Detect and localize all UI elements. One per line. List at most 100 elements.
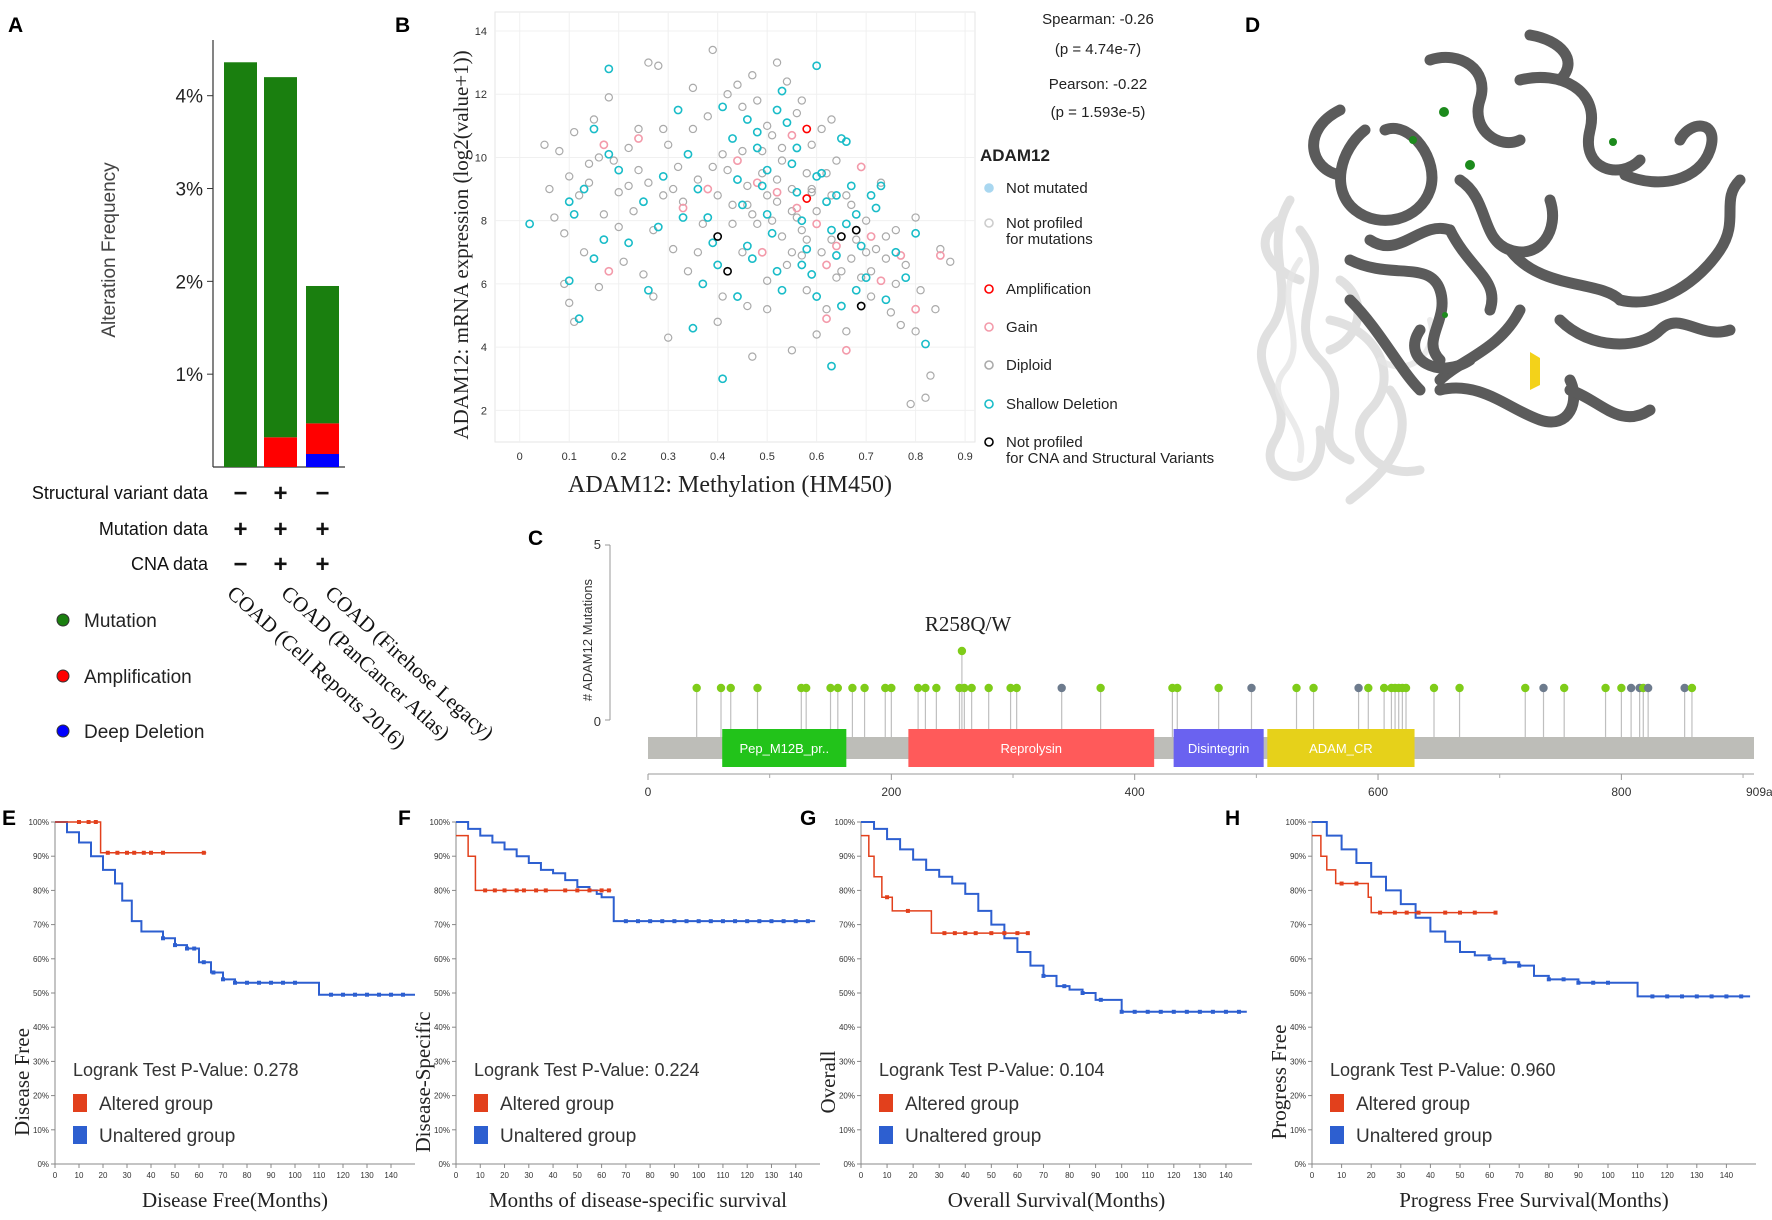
b-point-diploid	[936, 244, 945, 254]
c-lollipop-head	[1521, 683, 1530, 693]
b-point-shallow-deletion	[832, 190, 841, 200]
b-point-shallow-deletion	[742, 241, 752, 251]
b-point-diploid	[782, 77, 792, 86]
km-censor-mark	[105, 850, 110, 855]
b-point-not-profiled-cna	[851, 225, 861, 235]
km-censor-mark	[1680, 994, 1684, 999]
km-y-tick-label: 10%	[1290, 1126, 1306, 1135]
c-domain-label: Disintegrin	[1188, 741, 1249, 756]
b-point-shallow-deletion	[698, 279, 708, 289]
km-censor-mark	[201, 850, 206, 855]
km-y-tick-label: 100%	[29, 818, 49, 827]
panel-label-f: F	[398, 807, 411, 830]
b-point-shallow-deletion	[738, 200, 747, 210]
km-censor-mark	[563, 888, 568, 893]
b-point-diploid	[827, 235, 836, 244]
b-point-diploid	[718, 292, 727, 301]
km-y-tick-label: 0%	[37, 1160, 49, 1169]
b-point-diploid	[550, 213, 559, 222]
b-point-shallow-deletion	[624, 238, 634, 248]
km-x-tick-label: 40	[147, 1171, 156, 1180]
b-point-diploid	[629, 206, 638, 216]
km-x-tick-label: 40	[549, 1171, 558, 1180]
b-point-shallow-deletion	[733, 175, 742, 184]
protein-structure-image	[1256, 29, 1746, 505]
a-profile-row-label: Mutation data	[99, 519, 209, 539]
km-x-tick-label: 140	[384, 1171, 398, 1180]
km-x-tick-label: 80	[1544, 1171, 1553, 1180]
c-lollipop-head	[967, 683, 976, 693]
b-point-shallow-deletion	[787, 159, 797, 169]
km-censor-mark	[1665, 994, 1670, 999]
b-point-diploid	[797, 225, 807, 235]
b-point-diploid	[777, 232, 787, 241]
panel-b-scatter: 0 0.1 0.2 0.3 0.4 0.5 0.6 0.7 0.8 0.9 2 4 6 8 10 12 14 A…	[449, 11, 1214, 498]
b-point-shallow-deletion	[797, 260, 807, 270]
b-legend-label: Diploid	[1006, 357, 1052, 374]
km-censor-mark	[1546, 977, 1551, 982]
km-y-tick-label: 10%	[33, 1126, 49, 1135]
b-point-gain	[787, 130, 797, 140]
b-point-diploid	[560, 229, 569, 238]
km-legend-unaltered-swatch	[879, 1126, 893, 1144]
b-point-shallow-deletion	[752, 143, 762, 153]
b-point-diploid	[802, 286, 811, 295]
c-lollipop-head	[1680, 683, 1689, 693]
b-point-gain	[733, 156, 742, 166]
b-legend-label: Not mutated	[1006, 180, 1088, 197]
km-x-tick-label: 50	[987, 1171, 996, 1180]
km-censor-mark	[684, 919, 689, 924]
km-y-tick-label: 100%	[835, 818, 855, 827]
km-x-tick-label: 0	[859, 1171, 864, 1180]
b-point-diploid	[782, 260, 792, 270]
b-point-shallow-deletion	[752, 127, 762, 137]
b-point-shallow-deletion	[569, 209, 579, 219]
km-logrank: Logrank Test P-Value: 0.960	[1330, 1060, 1555, 1080]
b-point-shallow-deletion	[639, 197, 648, 207]
km-y-tick-label: 30%	[839, 1057, 855, 1066]
km-y-tick-label: 20%	[33, 1092, 49, 1101]
km-x-tick-label: 120	[1661, 1171, 1675, 1180]
km-x-tick-label: 110	[1141, 1171, 1154, 1180]
km-censor-mark	[1561, 977, 1566, 982]
km-censor-mark	[1171, 1009, 1176, 1014]
b-point-shallow-deletion	[861, 273, 871, 282]
b-point-diploid	[743, 301, 752, 311]
b-point-diploid	[748, 352, 757, 361]
km-x-tick-label: 120	[336, 1171, 350, 1180]
km-curve-unaltered	[861, 821, 1247, 1013]
b-point-diploid	[866, 267, 876, 276]
a-profile-mark: −	[233, 551, 247, 578]
km-censor-mark	[1502, 960, 1507, 965]
km-censor-mark	[211, 970, 216, 975]
km-legend-altered: Altered group	[905, 1094, 1019, 1115]
b-point-diploid	[787, 248, 797, 257]
b-point-diploid	[772, 58, 782, 67]
b-point-shallow-deletion	[782, 118, 792, 128]
km-censor-mark	[720, 919, 725, 924]
km-censor-mark	[521, 888, 526, 893]
km-y-tick-label: 30%	[33, 1057, 49, 1066]
b-point-gain	[703, 184, 713, 194]
a-y-tick-label: 3%	[176, 180, 204, 201]
b-point-shallow-deletion	[891, 247, 901, 257]
b-point-shallow-deletion	[703, 213, 713, 222]
b-point-diploid	[678, 197, 688, 206]
b-point-diploid	[827, 115, 836, 124]
b-point-diploid	[837, 267, 846, 276]
b-point-shallow-deletion	[718, 374, 728, 384]
c-lollipop-head	[1214, 683, 1223, 693]
b-point-shallow-deletion	[713, 260, 723, 270]
b-point-diploid	[847, 200, 856, 210]
km-y-tick-label: 60%	[33, 955, 49, 964]
b-point-diploid	[852, 235, 861, 244]
km-x-tick-label: 80	[646, 1171, 655, 1180]
km-censor-mark	[1041, 973, 1046, 978]
b-point-diploid	[634, 165, 643, 175]
b-point-shallow-deletion	[812, 292, 822, 301]
km-x-tick-label: 10	[75, 1171, 84, 1180]
b-point-diploid	[891, 279, 901, 289]
b-point-gain	[812, 219, 822, 229]
b-point-diploid	[659, 191, 668, 200]
b-point-diploid	[871, 244, 881, 254]
